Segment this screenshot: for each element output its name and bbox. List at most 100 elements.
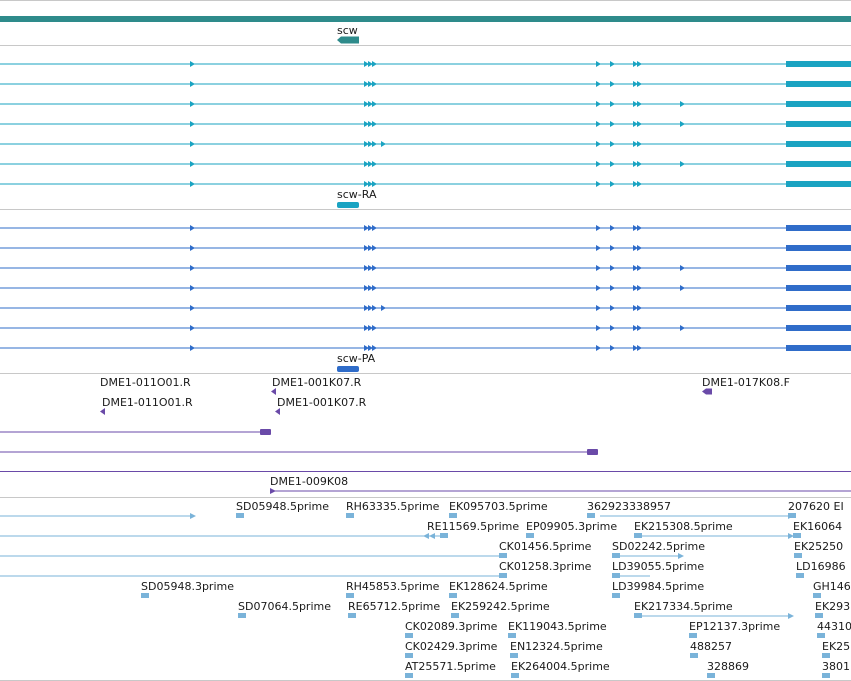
- exon-arrow[interactable]: [596, 61, 601, 67]
- exon-arrow[interactable]: [190, 181, 195, 187]
- exon-arrow[interactable]: [364, 305, 369, 311]
- exon-arrow[interactable]: [633, 161, 638, 167]
- transcript-row[interactable]: [0, 285, 851, 291]
- exon-arrow[interactable]: [610, 61, 615, 67]
- coding-block[interactable]: [786, 61, 851, 67]
- coding-block[interactable]: [786, 141, 851, 147]
- est-feature[interactable]: [815, 613, 823, 618]
- est-feature[interactable]: [405, 653, 413, 658]
- transcript-row[interactable]: [0, 265, 851, 271]
- est-feature[interactable]: [449, 593, 457, 598]
- gene-span-bar[interactable]: [0, 16, 851, 22]
- exon-arrow[interactable]: [637, 81, 642, 87]
- exon-arrow[interactable]: [680, 325, 685, 331]
- exon-arrow[interactable]: [372, 61, 377, 67]
- exon-arrow[interactable]: [637, 61, 642, 67]
- clone-end-marker[interactable]: [260, 429, 271, 435]
- exon-arrow[interactable]: [596, 225, 601, 231]
- est-feature[interactable]: [508, 633, 516, 638]
- exon-arrow[interactable]: [596, 121, 601, 127]
- clone-end-marker[interactable]: [587, 449, 598, 455]
- exon-arrow[interactable]: [368, 181, 373, 187]
- exon-arrow[interactable]: [364, 141, 369, 147]
- exon-arrow[interactable]: [596, 161, 601, 167]
- exon-arrow[interactable]: [637, 325, 642, 331]
- exon-arrow[interactable]: [381, 141, 386, 147]
- exon-arrow[interactable]: [596, 101, 601, 107]
- exon-arrow[interactable]: [596, 285, 601, 291]
- exon-arrow[interactable]: [368, 161, 373, 167]
- exon-arrow[interactable]: [610, 245, 615, 251]
- est-feature[interactable]: [451, 613, 459, 618]
- est-feature[interactable]: [238, 613, 246, 618]
- exon-arrow[interactable]: [368, 345, 373, 351]
- exon-arrow[interactable]: [633, 121, 638, 127]
- exon-arrow[interactable]: [633, 305, 638, 311]
- exon-arrow[interactable]: [372, 285, 377, 291]
- est-feature[interactable]: [526, 533, 534, 538]
- exon-arrow[interactable]: [596, 305, 601, 311]
- exon-arrow[interactable]: [610, 305, 615, 311]
- exon-arrow[interactable]: [381, 305, 386, 311]
- exon-arrow[interactable]: [680, 101, 685, 107]
- exon-arrow[interactable]: [190, 61, 195, 67]
- exon-arrow[interactable]: [633, 181, 638, 187]
- exon-arrow[interactable]: [190, 305, 195, 311]
- exon-arrow[interactable]: [364, 245, 369, 251]
- exon-arrow[interactable]: [633, 285, 638, 291]
- est-arrow[interactable]: [429, 533, 435, 539]
- est-arrow[interactable]: [190, 513, 196, 519]
- exon-arrow[interactable]: [364, 325, 369, 331]
- est-arrow[interactable]: [788, 513, 794, 519]
- exon-arrow[interactable]: [633, 61, 638, 67]
- exon-arrow[interactable]: [637, 121, 642, 127]
- est-feature[interactable]: [511, 673, 519, 678]
- est-feature[interactable]: [587, 513, 595, 518]
- exon-arrow[interactable]: [610, 225, 615, 231]
- exon-arrow[interactable]: [190, 345, 195, 351]
- exon-arrow[interactable]: [372, 265, 377, 271]
- exon-arrow[interactable]: [610, 101, 615, 107]
- exon-arrow[interactable]: [680, 121, 685, 127]
- exon-arrow[interactable]: [596, 181, 601, 187]
- transcript-marker-pa[interactable]: [337, 366, 359, 372]
- transcript-row[interactable]: [0, 225, 851, 231]
- est-feature[interactable]: [348, 613, 356, 618]
- exon-arrow[interactable]: [368, 225, 373, 231]
- coding-block[interactable]: [786, 325, 851, 331]
- exon-arrow[interactable]: [190, 81, 195, 87]
- exon-arrow[interactable]: [190, 225, 195, 231]
- est-feature[interactable]: [405, 633, 413, 638]
- exon-arrow[interactable]: [596, 245, 601, 251]
- coding-block[interactable]: [786, 181, 851, 187]
- exon-arrow[interactable]: [610, 121, 615, 127]
- transcript-marker-ra[interactable]: [337, 202, 359, 208]
- exon-arrow[interactable]: [633, 325, 638, 331]
- exon-arrow[interactable]: [372, 181, 377, 187]
- exon-arrow[interactable]: [637, 345, 642, 351]
- est-feature[interactable]: [822, 653, 830, 658]
- exon-arrow[interactable]: [637, 245, 642, 251]
- est-arrow[interactable]: [423, 533, 429, 539]
- transcript-row[interactable]: [0, 345, 851, 351]
- exon-arrow[interactable]: [190, 101, 195, 107]
- exon-arrow[interactable]: [190, 245, 195, 251]
- exon-arrow[interactable]: [190, 121, 195, 127]
- transcript-row[interactable]: [0, 101, 851, 107]
- est-feature[interactable]: [141, 593, 149, 598]
- est-feature[interactable]: [634, 533, 642, 538]
- est-arrow[interactable]: [678, 553, 684, 559]
- est-feature[interactable]: [793, 533, 801, 538]
- exon-arrow[interactable]: [368, 101, 373, 107]
- coding-block[interactable]: [786, 265, 851, 271]
- exon-arrow[interactable]: [372, 245, 377, 251]
- exon-arrow[interactable]: [633, 345, 638, 351]
- exon-arrow[interactable]: [637, 141, 642, 147]
- exon-arrow[interactable]: [372, 121, 377, 127]
- exon-arrow[interactable]: [610, 141, 615, 147]
- exon-arrow[interactable]: [368, 121, 373, 127]
- exon-arrow[interactable]: [610, 181, 615, 187]
- est-feature[interactable]: [612, 593, 620, 598]
- est-feature[interactable]: [499, 573, 507, 578]
- est-feature[interactable]: [499, 553, 507, 558]
